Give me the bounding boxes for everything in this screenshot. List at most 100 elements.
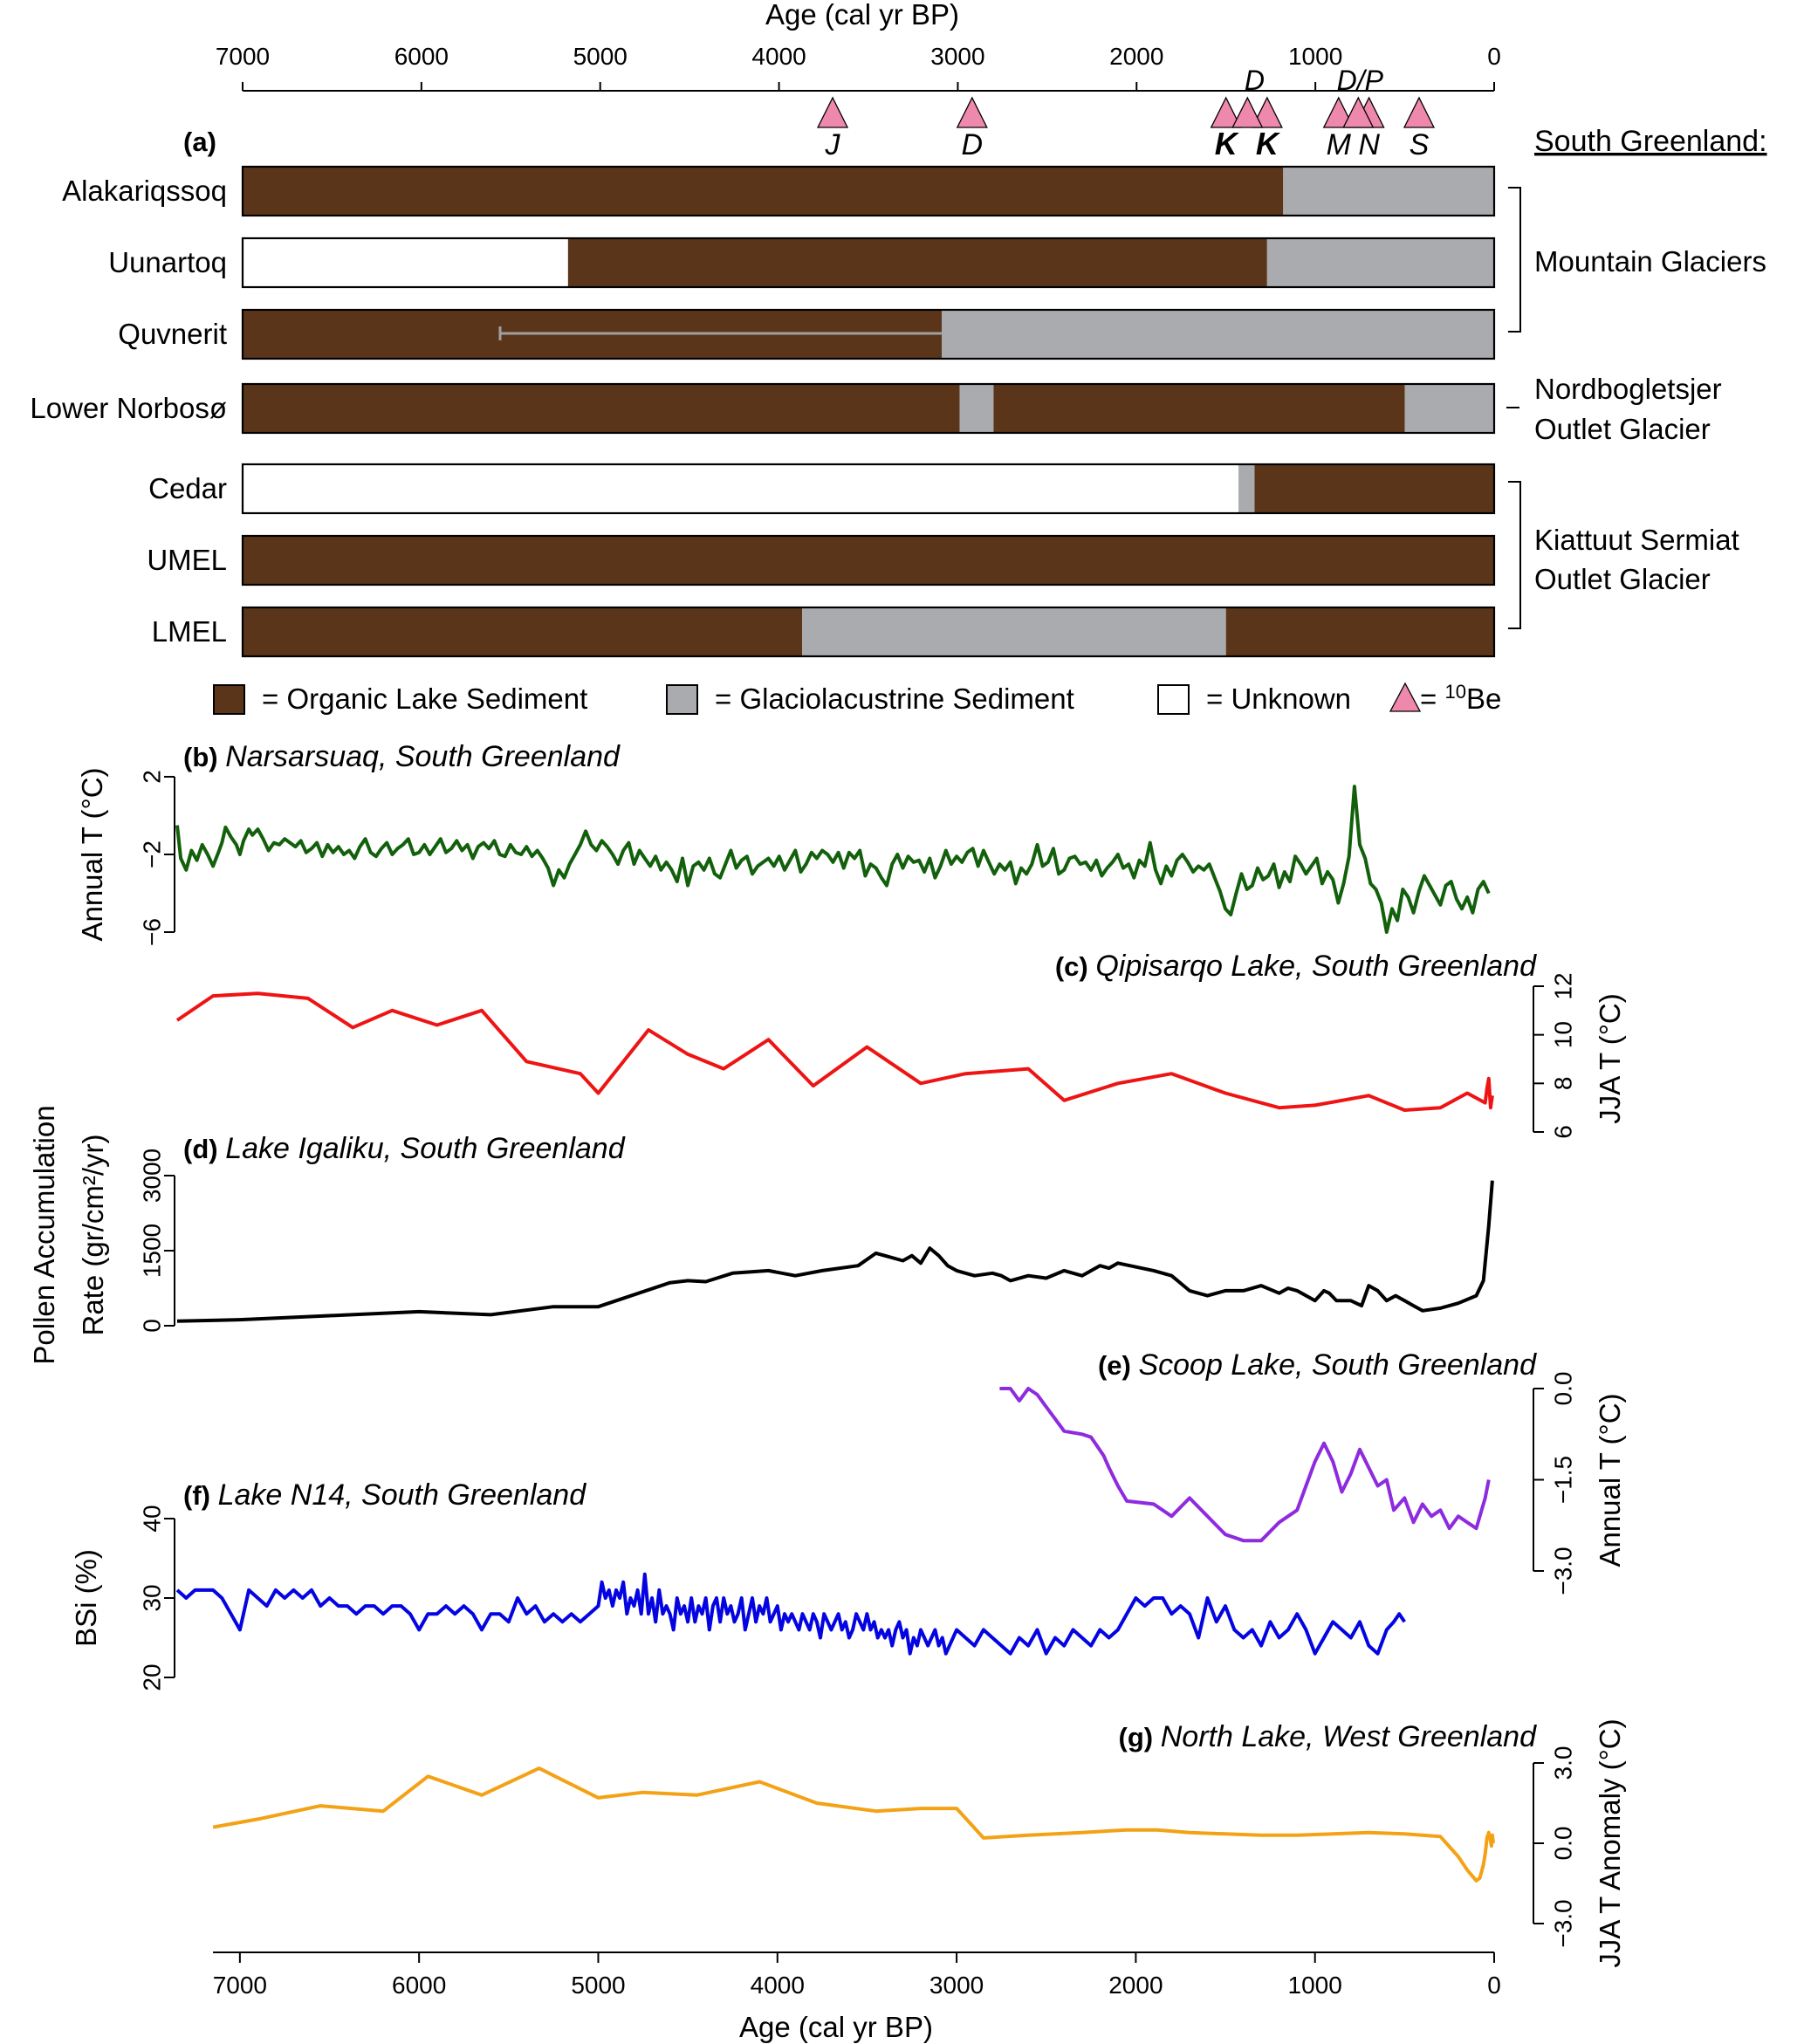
y-axis-tick-label: 1500 — [138, 1224, 165, 1278]
legend-swatch — [666, 684, 698, 715]
sediment-segment — [567, 238, 1267, 287]
row-label: Alakariqssoq — [62, 175, 227, 207]
panel-title: (g) North Lake, West Greenland — [1119, 1720, 1538, 1753]
legend-superscript: 10 — [1444, 681, 1465, 703]
panel-f: 20 30 40 BSi (%) (f) Lake N14, South Greenla… — [70, 1478, 1406, 1691]
panel-b: −6 −2 2 Annual T (°C) (b) Narsarsuaq, South … — [76, 740, 1491, 946]
be-marker-triangle — [1210, 96, 1242, 128]
top-axis: 7000 6000 5000 4000 3000 2000 1000 0 — [216, 43, 1501, 92]
legend-suffix: Be — [1466, 682, 1501, 715]
panel-site: Scoop Lake, South Greenland — [1138, 1348, 1537, 1382]
sediment-segment — [243, 607, 803, 656]
marker-group-label: D/P — [1337, 65, 1384, 96]
top-axis-tick-label: 1000 — [1288, 43, 1342, 70]
top-axis-tick-label: 7000 — [216, 43, 270, 70]
row-frame — [241, 308, 1496, 360]
be-marker-triangle — [1231, 96, 1264, 128]
top-axis-tick-label: 5000 — [573, 43, 628, 70]
panel-d: 0 1500 3000 Pollen Accumulation Rate (gr/cm²… — [28, 1105, 1494, 1365]
panel-title: (d) Lake Igaliku, South Greenland — [183, 1132, 626, 1165]
y-axis-tick-label: 10 — [1549, 1021, 1576, 1048]
row-frame — [241, 165, 1496, 217]
y-axis-tick-label: 20 — [138, 1663, 165, 1691]
panel-site: Lake Igaliku, South Greenland — [225, 1132, 626, 1165]
sediment-segment — [1225, 607, 1494, 656]
marker-group-label: D — [1245, 65, 1265, 96]
bottom-axis-tick-label: 7000 — [213, 1972, 267, 1999]
y-axis-title-line: Rate (gr/cm²/yr) — [77, 1135, 109, 1336]
top-axis-tick-label: 0 — [1487, 43, 1501, 70]
top-axis-tick-label: 2000 — [1109, 43, 1163, 70]
climate-panels: −6 −2 2 Annual T (°C) (b) Narsarsuaq, South … — [28, 740, 1626, 1968]
row-frame — [241, 382, 1496, 435]
panel-site: Lake N14, South Greenland — [218, 1478, 587, 1512]
panel-c: 6 8 10 12 JJA T (°C) (c) Qipisarqo Lake, Sout… — [175, 950, 1626, 1139]
sediment-segment — [243, 384, 960, 433]
sediment-segment — [1254, 464, 1494, 513]
sediment-legend: = Organic Lake Sediment = Glaciolacustrin… — [213, 681, 1501, 715]
row-frame — [241, 534, 1496, 586]
row-frame — [241, 237, 1496, 289]
sediment-segment — [959, 384, 994, 433]
sediment-segment — [941, 310, 1494, 359]
panel-tag: (e) — [1098, 1350, 1139, 1381]
be-marker-label: K — [1256, 126, 1281, 161]
group-label: Kiattuut Sermiat — [1534, 524, 1739, 556]
panel-title: (f) Lake N14, South Greenland — [183, 1478, 586, 1512]
be-marker-label: J — [825, 128, 841, 161]
y-axis-title-line: Pollen Accumulation — [28, 1105, 60, 1364]
be-marker-label: D — [962, 128, 984, 161]
bottom-axis-tick-label: 4000 — [751, 1972, 805, 1999]
y-axis-tick-label: −1.5 — [1549, 1456, 1576, 1504]
glacier-groups: Mountain Glaciers Nordbogletsjer Outlet Gl… — [1506, 187, 1766, 629]
bottom-axis-tick-label: 6000 — [392, 1972, 446, 1999]
y-axis-tick-label: 0 — [138, 1319, 165, 1333]
y-axis-title: JJA T Anomaly (°C) — [1594, 1718, 1626, 1967]
panel-tag: (d) — [183, 1134, 225, 1164]
legend-label: = Unknown — [1206, 682, 1351, 715]
y-axis-tick-label: 3000 — [138, 1149, 165, 1203]
sediment-segment — [993, 384, 1405, 433]
y-axis-tick-label: 6 — [1549, 1125, 1576, 1139]
sediment-segment — [1404, 384, 1494, 433]
bottom-axis-tick-label: 0 — [1487, 1972, 1501, 1999]
y-axis-tick-label: 40 — [138, 1505, 165, 1532]
group-label: Mountain Glaciers — [1534, 245, 1766, 278]
y-axis-tick-label: 0.0 — [1549, 1827, 1576, 1861]
group-label: Nordbogletsjer — [1534, 373, 1722, 405]
panel-title: (e) Scoop Lake, South Greenland — [1098, 1348, 1537, 1382]
y-axis-tick-label: −6 — [138, 918, 165, 946]
y-axis-tick-label: −2 — [138, 840, 165, 868]
sediment-segment — [1266, 238, 1494, 287]
panel-a-tag: (a) — [183, 127, 216, 157]
sediment-segment — [243, 167, 1284, 216]
panel-title: (b) Narsarsuaq, South Greenland — [183, 740, 621, 773]
series-line — [999, 1387, 1491, 1543]
top-axis-tick-label: 3000 — [930, 43, 984, 70]
y-axis-tick-label: 8 — [1549, 1077, 1576, 1091]
row-label: LMEL — [152, 615, 227, 648]
sediment-rows: Alakariqssoq Uunartoq Quvnerit Lower Norbos… — [30, 165, 1496, 658]
be-marker-triangle — [1322, 96, 1355, 128]
y-axis-tick-label: 2 — [138, 770, 165, 784]
legend-triangle — [1389, 682, 1422, 712]
row-frame — [241, 463, 1496, 515]
panel-g: −3.0 0.0 3.0 JJA T Anomaly (°C) (g) North La… — [212, 1718, 1626, 1968]
bottom-axis-title: Age (cal yr BP) — [739, 2011, 933, 2043]
y-axis-title: Annual T (°C) — [76, 767, 108, 941]
legend-label: = Glaciolacustrine Sediment — [715, 682, 1074, 715]
bottom-axis: 7000 6000 5000 4000 3000 2000 1000 0 — [213, 1951, 1501, 1999]
top-axis-tick-label: 6000 — [394, 43, 449, 70]
bottom-axis-tick-label: 1000 — [1288, 1972, 1342, 1999]
y-axis-tick-label: 3.0 — [1549, 1746, 1576, 1780]
group-label: Outlet Glacier — [1534, 413, 1711, 445]
row-frame — [241, 606, 1496, 658]
be-marker-triangle — [1403, 96, 1436, 128]
panel-title: (c) Qipisarqo Lake, South Greenland — [1055, 950, 1537, 983]
be-marker-label: M — [1327, 128, 1352, 161]
y-axis-title: BSi (%) — [70, 1549, 102, 1647]
y-axis-title: JJA T (°C) — [1594, 993, 1626, 1124]
be-marker-triangle — [956, 96, 988, 128]
top-axis-tick-label: 4000 — [751, 43, 806, 70]
